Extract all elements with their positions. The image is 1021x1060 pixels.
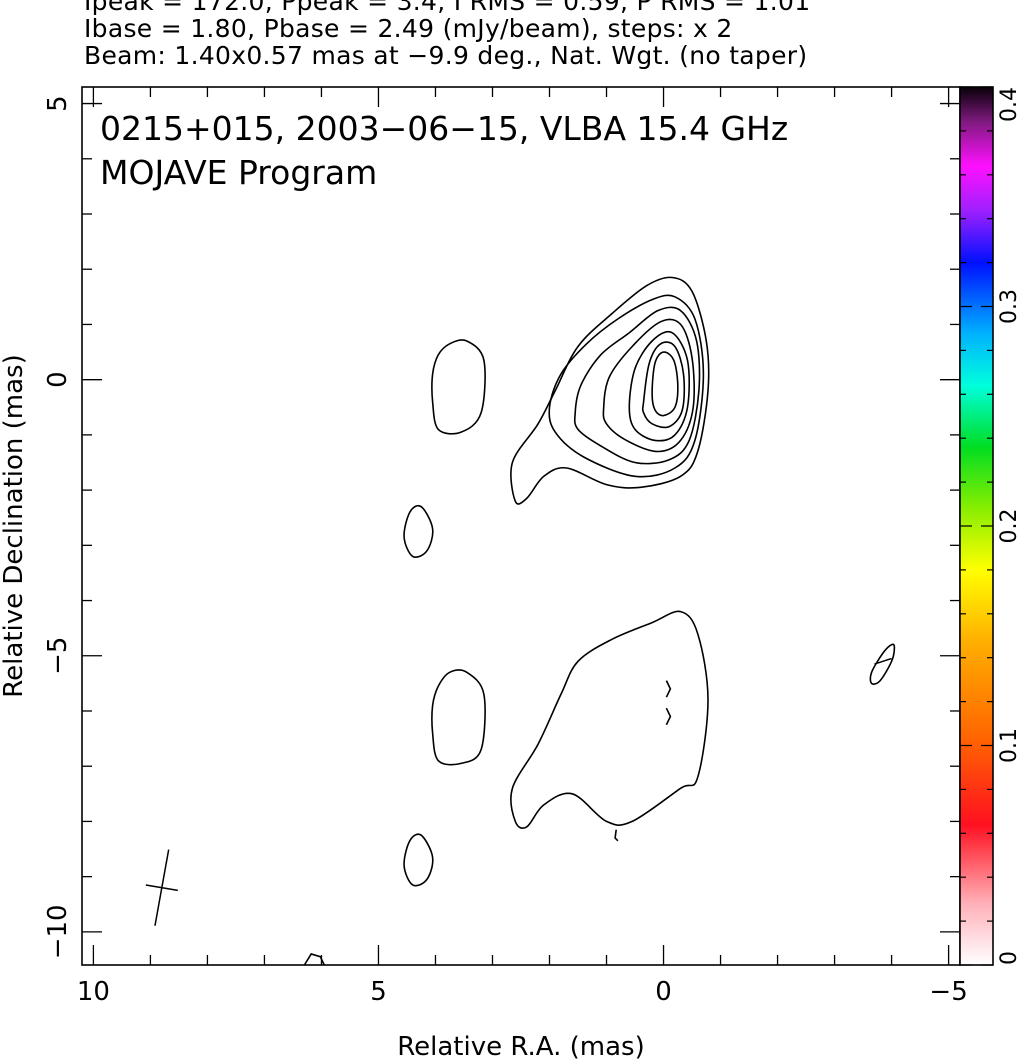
x-tick-label: 0 xyxy=(655,977,672,1007)
contour-ghost-knot-east xyxy=(431,669,486,766)
y-axis-label: Relative Declination (mas) xyxy=(0,354,29,697)
contour-knot-east-upper xyxy=(431,339,486,435)
colorbar-tick-label: 0.2 xyxy=(997,509,1021,544)
contour-core-level-7 xyxy=(651,351,679,417)
y-tick-label: −10 xyxy=(43,904,73,959)
plot-area: 10 5 0 −5 5 0 −5 −10 xyxy=(43,86,968,1007)
y-tick-label: 5 xyxy=(43,95,73,112)
contour-ghost-main xyxy=(510,610,709,829)
x-tick-label: 5 xyxy=(370,977,387,1007)
contour-edge-bottom-left xyxy=(303,953,326,965)
contour-small-caret xyxy=(665,680,672,698)
contour-core-level-5 xyxy=(628,331,691,442)
beam-minor-axis xyxy=(145,884,178,892)
colorbar-tick-label: 0.1 xyxy=(997,728,1021,763)
plot-title-program: MOJAVE Program xyxy=(100,153,377,192)
contour-small-caret-lower xyxy=(665,707,672,726)
contour-core-level-2 xyxy=(548,294,705,478)
plot-title-source: 0215+015, 2003−06−15, VLBA 15.4 GHz xyxy=(100,109,788,148)
contour-core-level-3 xyxy=(573,306,701,465)
contour-tiny-mark xyxy=(614,829,619,842)
x-tick-label: −5 xyxy=(929,977,967,1007)
contour-ghost-knot-small xyxy=(403,833,434,887)
x-axis-label: Relative R.A. (mas) xyxy=(397,1032,644,1060)
header-line-stats: Ipeak = 172.0, Ppeak = 3.4, I RMS = 0.59… xyxy=(84,0,811,16)
map-header: Ipeak = 172.0, Ppeak = 3.4, I RMS = 0.59… xyxy=(84,0,984,69)
plot-frame xyxy=(81,86,961,966)
header-line-beam: Beam: 1.40x0.57 mas at −9.9 deg., Nat. W… xyxy=(84,41,808,70)
contour-knot-small-upper xyxy=(403,504,434,558)
header-line-base: Ibase = 1.80, Pbase = 2.49 (mJy/beam), s… xyxy=(84,14,733,43)
y-tick-label: 0 xyxy=(43,371,73,388)
y-tick-label: −5 xyxy=(43,637,73,675)
contour-west-blob xyxy=(869,643,896,685)
contour-group xyxy=(303,276,896,965)
contour-core-level-1 xyxy=(510,276,710,505)
colorbar-tick-label: 0 xyxy=(997,951,1021,965)
colorbar-tick-label: 0.4 xyxy=(997,87,1021,122)
contour-core-level-4 xyxy=(602,318,696,453)
x-tick-label: 10 xyxy=(77,977,110,1007)
colorbar-axis: 0 0.1 0.2 0.3 0.4 xyxy=(959,86,1021,966)
contour-core-level-6 xyxy=(641,341,686,429)
west-blob-axis xyxy=(874,657,892,665)
colorbar-tick-label: 0.3 xyxy=(997,289,1021,324)
